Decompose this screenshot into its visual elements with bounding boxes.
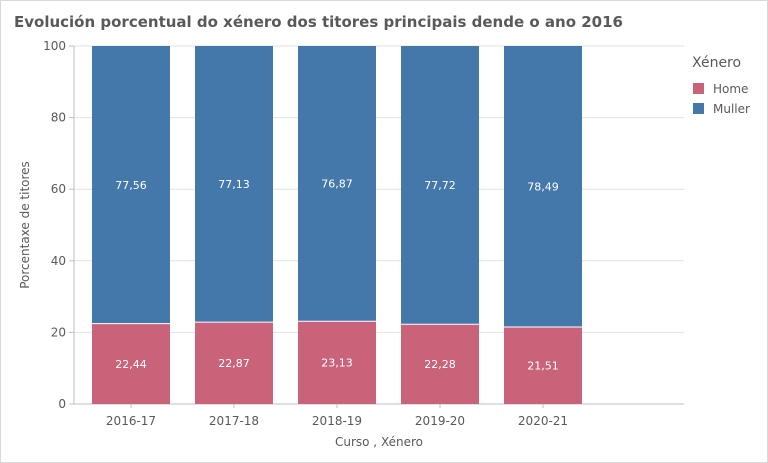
bar-data-label: 22,87 xyxy=(218,357,250,370)
bar-segment-home xyxy=(298,321,376,404)
bar-data-label: 78,49 xyxy=(527,180,559,193)
x-axis-title: Curso , Xénero xyxy=(335,435,423,449)
y-tick-label: 20 xyxy=(51,325,66,339)
x-tick-label: 2018-19 xyxy=(312,414,362,428)
bar-segment-home xyxy=(92,323,170,404)
bar-data-label: 76,87 xyxy=(321,178,353,191)
x-tick-label: 2017-18 xyxy=(209,414,259,428)
bar-data-label: 77,72 xyxy=(424,179,456,192)
legend-swatch-muller xyxy=(693,103,704,114)
bar-data-label: 22,28 xyxy=(424,358,456,371)
y-tick-label: 100 xyxy=(43,39,66,53)
y-tick-label: 60 xyxy=(51,182,66,196)
y-axis-title: Porcentaxe de titores xyxy=(18,161,32,289)
y-tick-label: 40 xyxy=(51,254,66,268)
bar-segment-home xyxy=(504,326,582,404)
x-tick-label: 2020-21 xyxy=(518,414,568,428)
bar-data-label: 22,44 xyxy=(115,358,147,371)
bar-segment-muller xyxy=(504,46,582,327)
bar-data-label: 77,13 xyxy=(218,178,250,191)
y-tick-label: 0 xyxy=(58,397,66,411)
bar-segment-muller xyxy=(195,46,273,323)
legend-label-home: Home xyxy=(713,82,748,96)
x-tick-label: 2019-20 xyxy=(415,414,465,428)
bar-segment-home xyxy=(401,324,479,404)
bar-data-label: 23,13 xyxy=(321,357,353,370)
legend-swatch-home xyxy=(693,83,704,94)
bar-segment-muller xyxy=(298,46,376,322)
bar-segment-home xyxy=(195,322,273,404)
x-tick-label: 2016-17 xyxy=(106,414,156,428)
bar-segment-muller xyxy=(92,46,170,324)
bar-segment-muller xyxy=(401,46,479,325)
chart-title: Evolución porcentual do xénero dos titor… xyxy=(14,13,623,31)
legend-label-muller: Muller xyxy=(713,102,750,116)
y-tick-label: 80 xyxy=(51,111,66,125)
bar-data-label: 21,51 xyxy=(527,359,559,372)
bar-data-label: 77,56 xyxy=(115,179,147,192)
legend-title: Xénero xyxy=(692,55,741,71)
